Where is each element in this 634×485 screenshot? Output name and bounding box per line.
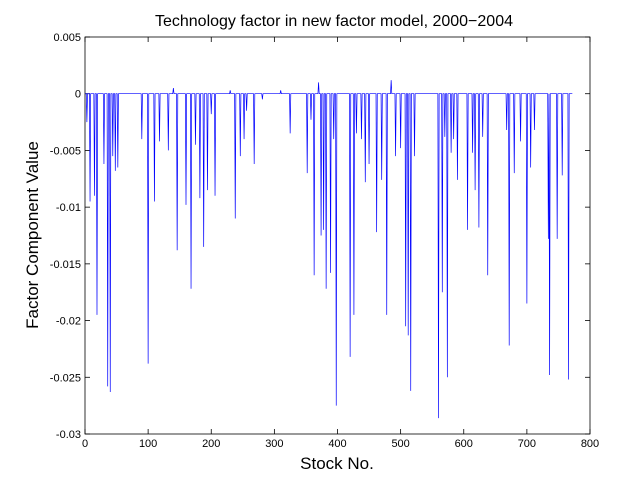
x-tick-label: 600 bbox=[455, 438, 473, 450]
x-tick-label: 400 bbox=[328, 438, 346, 450]
y-axis: 0.005 0 -0.005 -0.01 -0.015 -0.02 -0.025 -0.03 bbox=[50, 32, 590, 441]
y-tick-label: -0.01 bbox=[56, 202, 81, 214]
y-tick-label: 0.005 bbox=[53, 32, 81, 44]
plot-area bbox=[84, 36, 591, 435]
y-tick-label: -0.02 bbox=[56, 316, 81, 328]
y-axis-label: Factor Component Value bbox=[23, 141, 42, 329]
y-tick-label: -0.025 bbox=[50, 372, 81, 384]
chart-title: Technology factor in new factor model, 2… bbox=[155, 13, 513, 30]
x-tick-label: 200 bbox=[202, 438, 220, 450]
x-axis-label: Stock No. bbox=[300, 454, 374, 473]
x-axis: 0 100 200 300 400 500 600 700 800 bbox=[82, 37, 599, 450]
y-tick-label: -0.015 bbox=[50, 259, 81, 271]
x-tick-label: 700 bbox=[518, 438, 536, 450]
series-path bbox=[85, 80, 573, 419]
series-line bbox=[85, 80, 573, 419]
x-tick-label: 800 bbox=[581, 438, 599, 450]
x-tick-label: 500 bbox=[391, 438, 409, 450]
x-tick-label: 300 bbox=[265, 438, 283, 450]
y-tick-label: -0.005 bbox=[50, 145, 81, 157]
y-tick-label: -0.03 bbox=[56, 429, 81, 441]
x-tick-label: 100 bbox=[139, 438, 157, 450]
x-tick-label: 0 bbox=[82, 438, 88, 450]
y-tick-label: 0 bbox=[75, 89, 81, 101]
